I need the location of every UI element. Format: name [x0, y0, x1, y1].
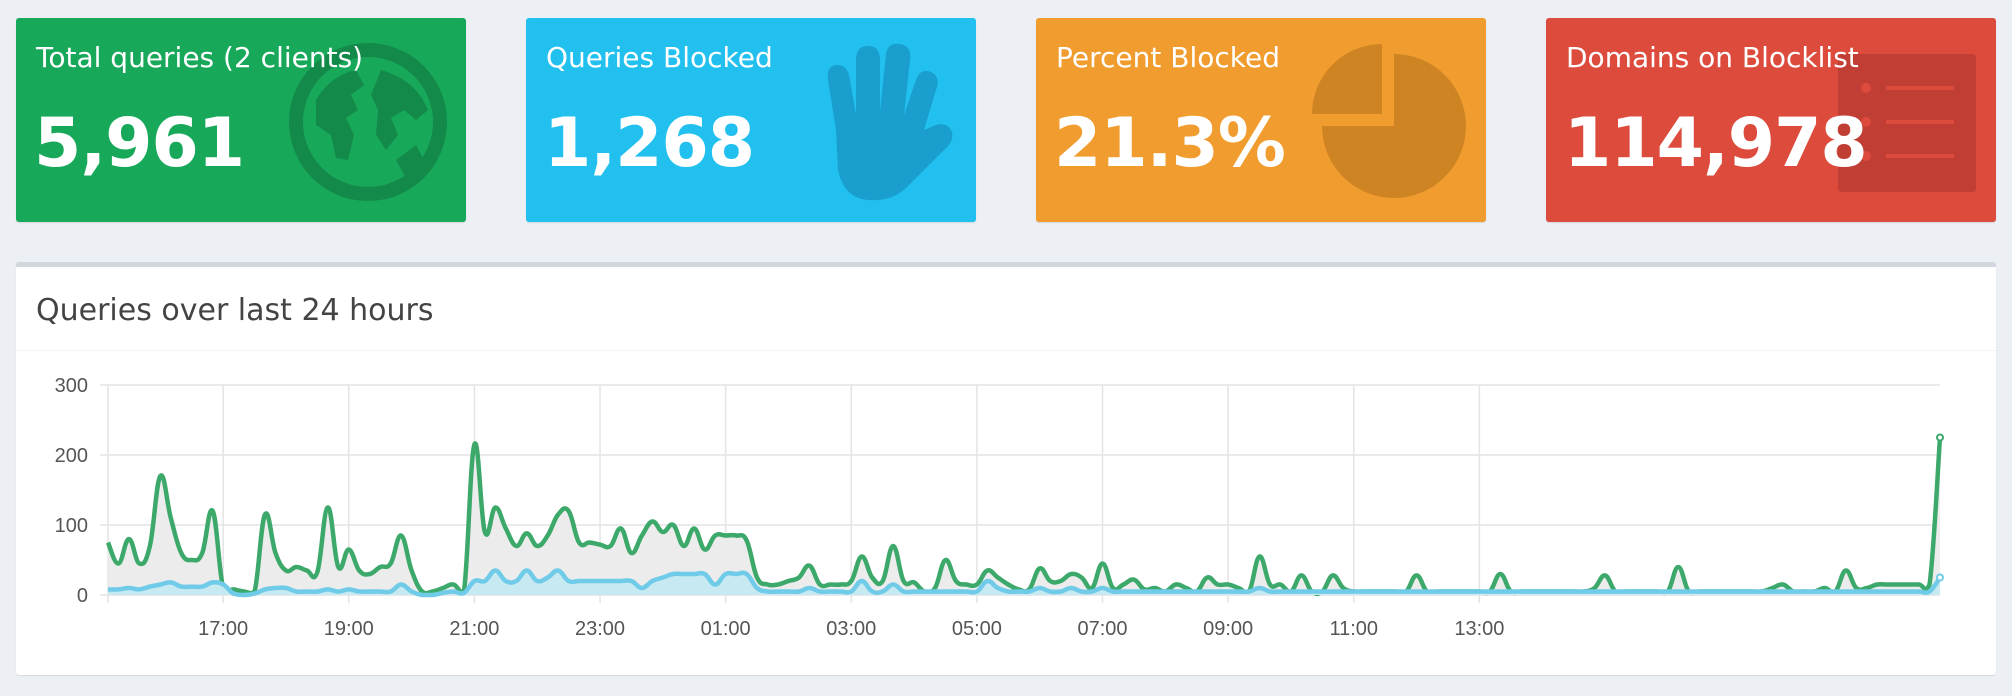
series-area-1 — [108, 570, 1940, 595]
x-tick-label: 03:00 — [826, 618, 876, 640]
stat-card-domains-blocklist: Domains on Blocklist 114,978 — [1546, 18, 1996, 222]
stat-title: Domains on Blocklist — [1566, 41, 1859, 74]
series-end-point — [1936, 573, 1944, 582]
stat-card-percent-blocked: Percent Blocked 21.3% — [1036, 18, 1486, 222]
y-tick-label: 0 — [77, 585, 88, 607]
stat-value: 5,961 — [34, 104, 245, 183]
hand-icon — [827, 43, 953, 201]
globe-icon — [289, 43, 447, 201]
stat-title: Queries Blocked — [546, 41, 773, 74]
chart-title: Queries over last 24 hours — [36, 293, 434, 328]
x-tick-label: 21:00 — [449, 618, 499, 640]
x-tick-label: 19:00 — [324, 618, 374, 640]
x-tick-label: 17:00 — [198, 618, 248, 640]
x-tick-label: 01:00 — [701, 618, 751, 640]
x-tick-label: 11:00 — [1329, 618, 1378, 640]
y-tick-label: 200 — [55, 445, 88, 467]
series-end-point — [1936, 433, 1944, 442]
x-tick-label: 23:00 — [575, 618, 625, 640]
series-line-1 — [107, 568, 1942, 598]
stat-value: 114,978 — [1564, 104, 1868, 183]
box-header: Queries over last 24 hours — [16, 267, 1996, 351]
y-tick-label: 300 — [55, 375, 88, 397]
series-area-0 — [108, 437, 1940, 595]
stat-title: Total queries (2 clients) — [36, 41, 364, 74]
queries-chart-box: Queries over last 24 hours 0 100 200 300 17:… — [16, 262, 1996, 675]
stat-title: Percent Blocked — [1056, 41, 1280, 74]
x-tick-label: 05:00 — [952, 618, 1002, 640]
pie-chart-icon — [1312, 44, 1466, 198]
x-tick-label: 07:00 — [1077, 618, 1127, 640]
x-tick-label: 13:00 — [1454, 618, 1504, 640]
y-tick-label: 100 — [55, 515, 88, 537]
x-tick-label: 09:00 — [1203, 618, 1253, 640]
stat-card-total-queries: Total queries (2 clients) 5,961 — [16, 18, 466, 222]
stat-value: 1,268 — [544, 104, 755, 183]
queries-over-time-chart[interactable]: 0 100 200 300 17:00 19:00 21:00 23:00 01:00 03:00… — [16, 267, 1996, 670]
stat-card-queries-blocked: Queries Blocked 1,268 — [526, 18, 976, 222]
list-icon — [1838, 54, 1976, 192]
stat-value: 21.3% — [1054, 104, 1286, 183]
